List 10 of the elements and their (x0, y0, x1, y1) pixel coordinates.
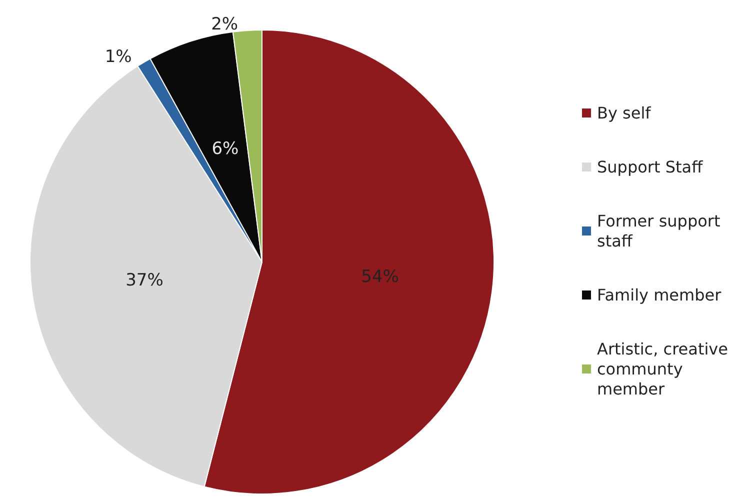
legend-label: By self (597, 104, 652, 122)
legend-label: Support Staff (597, 158, 704, 176)
legend-label: Former support staff (597, 212, 726, 250)
data-label: 6% (212, 138, 239, 159)
data-label: 54% (361, 266, 399, 287)
data-label: 37% (126, 270, 164, 291)
legend-label: Family member (597, 286, 722, 304)
data-label: 2% (211, 14, 238, 34)
legend-label: Artistic, creative communty member (597, 340, 734, 398)
data-label: 1% (104, 47, 132, 68)
